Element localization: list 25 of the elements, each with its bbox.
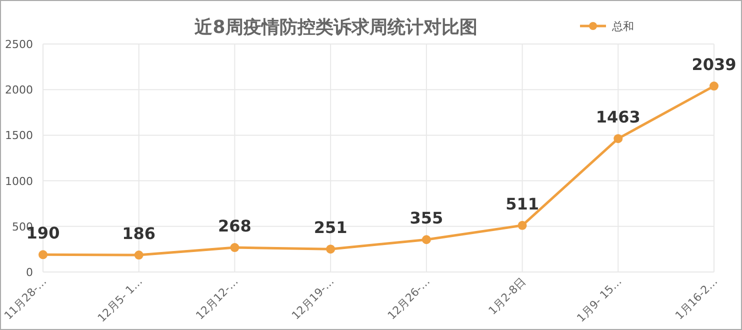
data-label: 186 [122, 224, 156, 244]
point [38, 250, 48, 260]
point [614, 134, 623, 144]
y-tick-label: 2000 [5, 84, 33, 97]
x-tick-label: 1月9- 15… [574, 274, 624, 325]
point [710, 82, 718, 91]
point [518, 220, 527, 230]
data-label: 2039 [692, 55, 736, 74]
x-tick-label: 1月2-8日 [486, 274, 528, 318]
data-label: 251 [314, 218, 348, 238]
data-label: 1463 [596, 108, 640, 127]
point [230, 243, 240, 252]
data-label: 268 [218, 216, 252, 236]
y-tick-label: 1500 [5, 129, 33, 142]
y-tick-label: 1000 [5, 174, 33, 188]
point [134, 250, 144, 260]
y-tick-label: 2500 [5, 38, 33, 51]
y-tick-label: 0 [26, 266, 33, 279]
x-tick-label: 12月5- 1… [95, 274, 145, 325]
legend-label: 总和 [611, 20, 634, 33]
point [422, 235, 431, 244]
data-label: 511 [506, 194, 539, 214]
data-label: 355 [410, 208, 444, 228]
point [326, 244, 336, 254]
chart-title: 近8周疫情防控类诉求周统计对比图 [194, 17, 478, 38]
